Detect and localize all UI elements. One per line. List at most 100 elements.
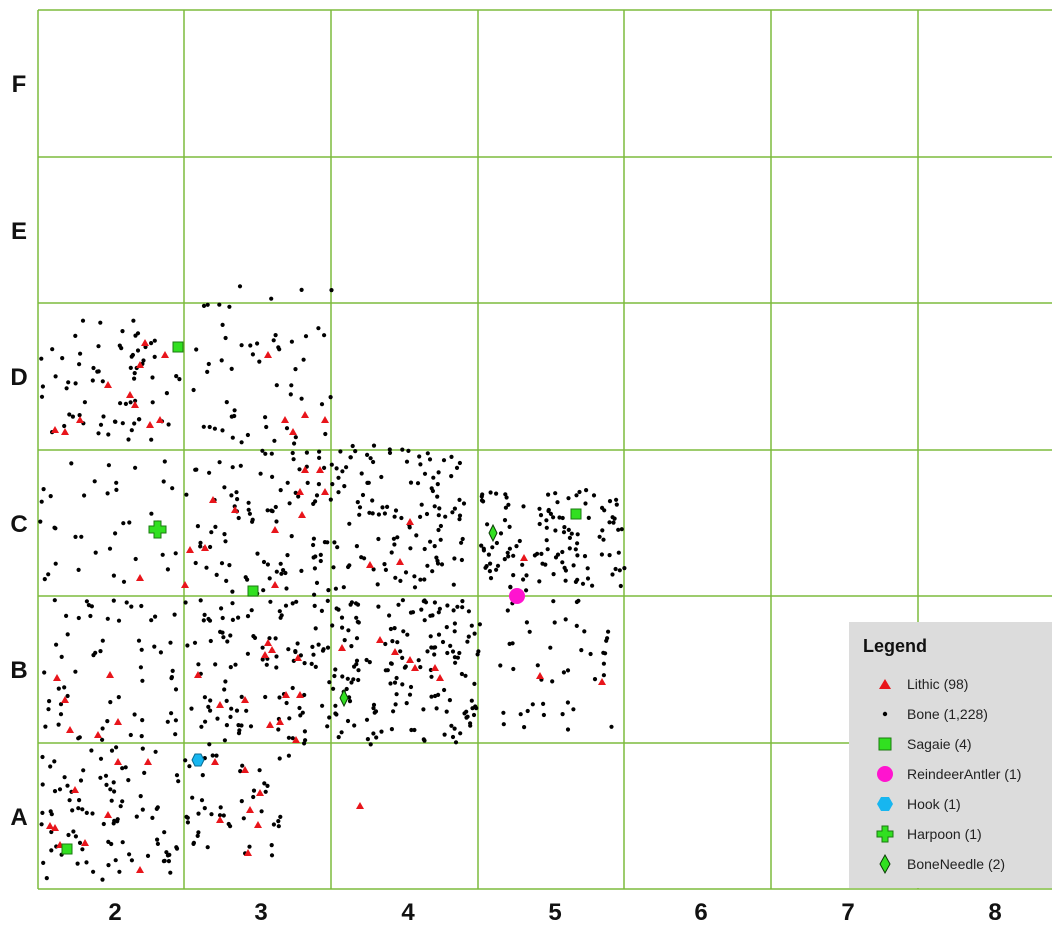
bone-point [560, 515, 565, 521]
triangle-icon [863, 673, 907, 695]
bone-point [162, 830, 167, 835]
lithic-point [411, 664, 419, 671]
bone-point [202, 612, 207, 618]
bone-point [403, 570, 409, 575]
lithic-point [292, 736, 300, 743]
bone-point [333, 586, 338, 591]
bone-point [227, 563, 232, 568]
bone-point [428, 539, 433, 544]
bone-point [573, 579, 579, 585]
bone-point [565, 668, 571, 673]
bone-point [69, 461, 74, 466]
bone-point [535, 663, 540, 668]
bone-point [445, 603, 450, 608]
legend-item-harpoon: Harpoon (1) [863, 819, 1052, 849]
bone-point [91, 365, 96, 371]
harpoon-point [148, 520, 167, 539]
bone-point [437, 506, 442, 511]
bone-point [100, 638, 105, 643]
bone-point [100, 379, 105, 384]
bone-point [38, 519, 43, 524]
bone-point [105, 616, 110, 621]
bone-needle-point [488, 523, 498, 543]
bone-point [571, 707, 576, 712]
bone-point [601, 661, 607, 666]
lithic-point [161, 351, 169, 358]
bone-point [84, 599, 89, 604]
bone-point [89, 604, 94, 609]
bone-point [259, 809, 264, 814]
bone-point [355, 500, 360, 505]
bone-point [524, 620, 530, 625]
bone-point [466, 634, 471, 639]
bone-point [580, 581, 586, 586]
bone-point [457, 517, 462, 522]
lithic-point [211, 758, 219, 765]
bone-point [165, 567, 170, 572]
bone-point [575, 553, 580, 558]
legend-panel: Legend Lithic (98) Bone (1,228) Sagaie (… [849, 622, 1052, 888]
bone-point [356, 677, 361, 683]
bone-point [133, 465, 138, 470]
bone-point [553, 491, 558, 496]
bone-point [76, 615, 81, 621]
bone-point [276, 727, 281, 732]
bone-point [73, 534, 78, 540]
bone-point [345, 718, 351, 724]
bone-point [401, 629, 406, 634]
bone-point [262, 781, 267, 786]
bone-point [192, 640, 198, 645]
bone-point [465, 714, 470, 719]
bone-point [153, 614, 158, 619]
bone-point [539, 551, 544, 557]
bone-point [498, 531, 504, 536]
bone-point [236, 615, 241, 620]
bone-point [264, 424, 269, 430]
bone-point [371, 706, 376, 711]
bone-point [248, 724, 254, 729]
lithic-point [141, 339, 149, 346]
bone-point [451, 608, 456, 613]
bone-point [351, 677, 356, 682]
bone-point [548, 511, 554, 516]
bone-point [39, 822, 44, 827]
bone-point [291, 457, 296, 462]
bone-point [104, 782, 109, 788]
bone-point [329, 462, 334, 467]
bone-point [162, 459, 167, 464]
row-label-f: F [12, 71, 27, 98]
bone-point [205, 369, 210, 374]
bone-point [563, 578, 568, 583]
bone-point [383, 641, 388, 647]
bone-point [106, 432, 111, 437]
column-label-8: 8 [988, 899, 1001, 926]
bone-point [354, 636, 360, 641]
bone-point [247, 511, 252, 516]
bone-point [77, 413, 82, 418]
bone-point [424, 511, 430, 517]
bone-point [459, 671, 464, 677]
bone-point [228, 665, 233, 670]
bone-point [468, 721, 473, 726]
bone-point [129, 428, 134, 433]
bone-point [507, 524, 512, 530]
bone-point [133, 556, 138, 562]
bone-point [356, 668, 361, 673]
bone-point [428, 634, 433, 639]
bone-point [342, 484, 347, 489]
bone-point [100, 737, 105, 742]
bone-point [488, 490, 493, 495]
bone-point [269, 843, 274, 848]
bone-point [260, 645, 265, 650]
bone-point [395, 640, 400, 645]
plus-icon [863, 823, 907, 845]
bone-point [196, 830, 201, 835]
bone-point [457, 497, 462, 502]
bone-point [105, 719, 110, 724]
bone-point [316, 642, 321, 647]
bone-point [452, 621, 457, 626]
lithic-point [261, 651, 269, 658]
bone-point [208, 544, 213, 550]
bone-point [161, 479, 166, 484]
